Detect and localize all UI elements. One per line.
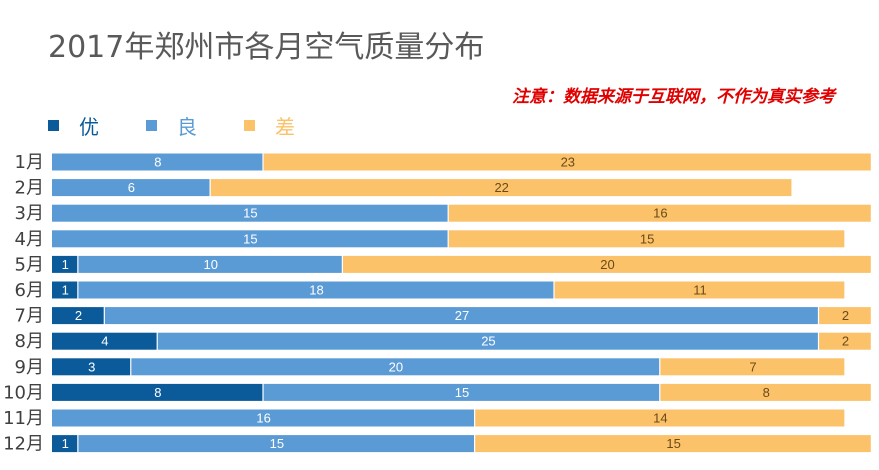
- bar-segment: [52, 435, 78, 453]
- legend-item-1: 良: [146, 112, 197, 139]
- category-label: 9月: [15, 357, 44, 378]
- category-label: 10月: [3, 382, 44, 403]
- data-label: 15: [243, 206, 257, 221]
- data-label: 20: [600, 257, 614, 272]
- category-label: 8月: [15, 331, 44, 352]
- category-label: 11月: [3, 408, 44, 429]
- data-label: 15: [640, 231, 654, 246]
- data-label: 11: [693, 283, 707, 298]
- bar-segment: [52, 230, 448, 248]
- data-label: 2: [842, 334, 849, 349]
- bar-segment: [475, 409, 845, 427]
- legend-label: 良: [177, 114, 197, 139]
- bar-segment: [52, 153, 263, 171]
- data-label: 22: [494, 180, 508, 195]
- bar-segment: [660, 358, 845, 376]
- bar-segment: [104, 307, 818, 325]
- data-label: 8: [763, 385, 770, 400]
- bar-segment: [52, 204, 448, 222]
- bar-segment: [78, 435, 475, 453]
- bar-segment: [52, 255, 78, 273]
- data-label: 6: [128, 180, 135, 195]
- category-label: 5月: [15, 254, 44, 275]
- data-label: 25: [481, 334, 495, 349]
- bar-segment: [52, 281, 78, 299]
- bar-segment: [52, 332, 157, 350]
- data-label: 15: [455, 385, 469, 400]
- legend-item-2: 差: [244, 112, 295, 139]
- data-label: 7: [749, 359, 756, 374]
- legend-item-0: 优: [48, 112, 99, 139]
- bar-segment: [52, 409, 475, 427]
- legend-label: 差: [275, 114, 295, 139]
- bar-segment: [52, 358, 131, 376]
- bar-segment: [210, 179, 792, 197]
- data-label: 1: [62, 436, 69, 451]
- legend-swatch: [48, 119, 59, 131]
- legend-label: 优: [79, 114, 99, 139]
- bar-segment: [448, 230, 845, 248]
- data-label: 16: [653, 206, 667, 221]
- data-label: 15: [243, 231, 257, 246]
- data-label: 27: [455, 308, 469, 323]
- bar-segment: [819, 307, 871, 325]
- data-label: 2: [842, 308, 849, 323]
- bar-segment: [819, 332, 871, 350]
- data-label: 3: [88, 359, 95, 374]
- bar-segment: [660, 383, 871, 401]
- data-label: 16: [256, 411, 270, 426]
- data-label: 8: [154, 385, 161, 400]
- chart-title: 2017年郑州市各月空气质量分布: [48, 30, 485, 65]
- category-label: 1月: [15, 152, 44, 173]
- data-label: 14: [653, 411, 667, 426]
- data-label: 1: [62, 257, 69, 272]
- data-label: 18: [309, 283, 323, 298]
- disclaimer-note: 注意：数据来源于互联网，不作为真实参考: [512, 87, 835, 107]
- bar-segment: [263, 383, 660, 401]
- bar-segment: [554, 281, 845, 299]
- legend-swatch: [244, 119, 255, 131]
- data-label: 15: [270, 436, 284, 451]
- category-label: 6月: [15, 280, 44, 301]
- bar-segment: [157, 332, 818, 350]
- category-label: 3月: [15, 203, 44, 224]
- bar-segment: [52, 179, 210, 197]
- bar-segment: [52, 383, 263, 401]
- data-label: 1: [62, 283, 69, 298]
- data-label: 8: [154, 155, 161, 170]
- category-label: 7月: [15, 306, 44, 327]
- data-label: 4: [101, 334, 108, 349]
- bar-segment: [263, 153, 871, 171]
- bar-segment: [78, 255, 342, 273]
- bar-segment: [52, 307, 104, 325]
- category-label: 12月: [3, 434, 44, 455]
- bar-segment: [131, 358, 660, 376]
- bar-segment: [78, 281, 554, 299]
- data-label: 10: [203, 257, 217, 272]
- data-label: 23: [561, 155, 575, 170]
- data-label: 15: [666, 436, 680, 451]
- legend-swatch: [146, 119, 157, 131]
- bar-segment: [475, 435, 871, 453]
- category-label: 4月: [15, 229, 44, 250]
- data-label: 2: [75, 308, 82, 323]
- data-label: 20: [389, 359, 403, 374]
- bar-segment: [448, 204, 871, 222]
- bar-segment: [342, 255, 871, 273]
- category-label: 2月: [15, 178, 44, 199]
